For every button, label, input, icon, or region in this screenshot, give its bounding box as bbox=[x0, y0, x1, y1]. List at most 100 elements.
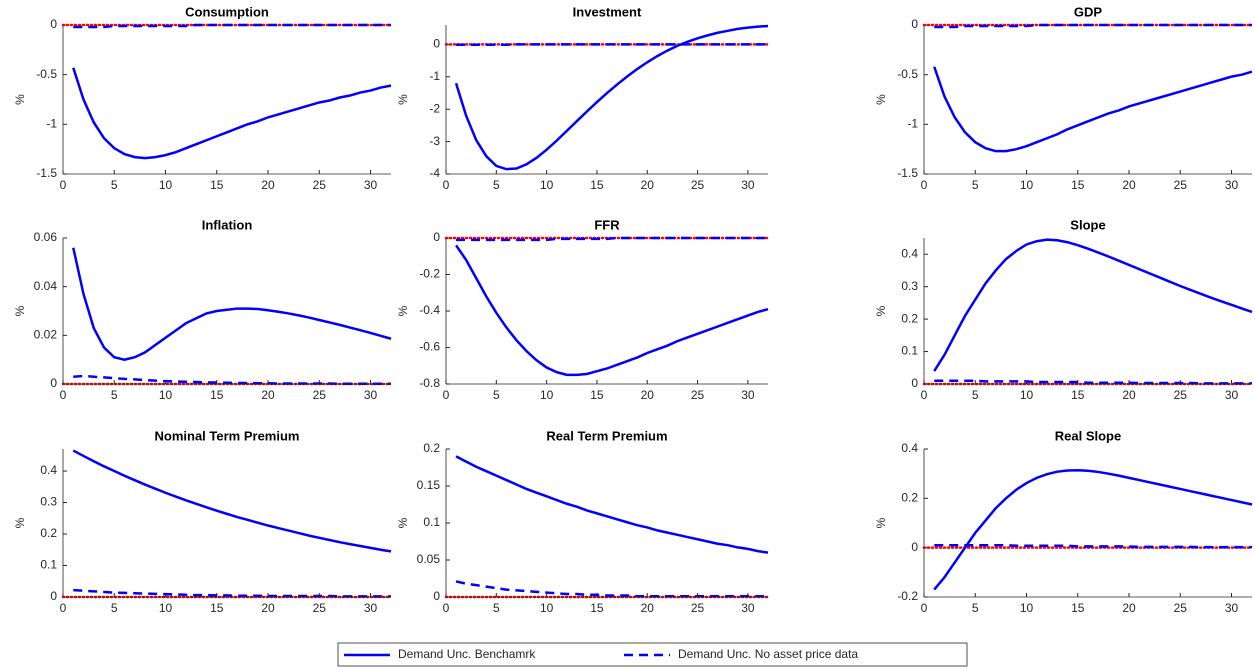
y-tick-label: 0 bbox=[50, 17, 57, 31]
y-tick-label: 0 bbox=[50, 589, 57, 603]
legend-label: Demand Unc. No asset price data bbox=[678, 647, 858, 661]
x-tick-label: 0 bbox=[443, 388, 450, 402]
x-tick-label: 30 bbox=[1225, 178, 1239, 192]
subplot: Nominal Term Premium% 0 0.1 0.2 0.3 0.4 0 5 10 15… bbox=[13, 428, 393, 615]
x-tick-label: 30 bbox=[741, 388, 755, 402]
series-line bbox=[72, 449, 392, 553]
y-axis-label: % bbox=[874, 94, 888, 105]
y-tick-label: -0.8 bbox=[419, 376, 440, 390]
x-tick-label: 25 bbox=[1174, 388, 1188, 402]
y-axis-label: % bbox=[396, 94, 410, 105]
x-tick-label: 20 bbox=[641, 178, 655, 192]
x-tick-label: 25 bbox=[1174, 601, 1188, 615]
x-tick-label: 0 bbox=[60, 388, 67, 402]
y-tick-label: -0.5 bbox=[897, 67, 918, 81]
x-tick-label: 20 bbox=[1122, 601, 1136, 615]
x-tick-label: 10 bbox=[1020, 388, 1034, 402]
legend: Demand Unc. Benchamrk Demand Unc. No ass… bbox=[337, 642, 968, 667]
y-tick-label: -0.4 bbox=[419, 303, 440, 317]
x-tick-label: 0 bbox=[60, 601, 67, 615]
y-tick-label: -3 bbox=[429, 134, 440, 148]
subplot-title: Inflation bbox=[202, 217, 253, 232]
y-tick-label: 0.3 bbox=[901, 279, 918, 293]
series-line bbox=[934, 543, 1252, 549]
x-tick-label: 10 bbox=[1020, 178, 1034, 192]
subplot-title: FFR bbox=[594, 217, 620, 232]
subplot-title: Real Term Premium bbox=[546, 428, 667, 443]
x-tick-label: 5 bbox=[111, 178, 118, 192]
x-tick-label: 0 bbox=[921, 388, 928, 402]
x-tick-label: 0 bbox=[443, 601, 450, 615]
subplot: FFR% -0.8 -0.6 -0.4 -0.2 0 0 5 10 15 20 25 30 bbox=[396, 217, 770, 402]
x-tick-label: 25 bbox=[691, 601, 705, 615]
x-tick-label: 25 bbox=[691, 178, 705, 192]
y-tick-label: 0 bbox=[433, 37, 440, 51]
y-axis-label: % bbox=[396, 517, 410, 528]
series-line bbox=[455, 580, 768, 598]
x-tick-label: 25 bbox=[313, 388, 327, 402]
y-tick-label: 0 bbox=[911, 376, 918, 390]
x-tick-label: 5 bbox=[972, 601, 979, 615]
y-tick-label: 0.04 bbox=[34, 279, 58, 293]
y-tick-label: -2 bbox=[429, 101, 440, 115]
y-tick-label: -1 bbox=[429, 69, 440, 83]
legend-box bbox=[337, 642, 968, 667]
x-tick-label: 0 bbox=[60, 178, 67, 192]
subplot: Real Term Premium% 0 0.05 0.1 0.15 0.2 0 5 10 15 2… bbox=[396, 428, 770, 615]
x-tick-label: 20 bbox=[261, 178, 275, 192]
x-tick-label: 30 bbox=[364, 178, 378, 192]
y-axis-label: % bbox=[874, 517, 888, 528]
subplot-title: GDP bbox=[1074, 4, 1103, 19]
y-tick-label: 0 bbox=[50, 376, 57, 390]
x-tick-label: 10 bbox=[540, 601, 554, 615]
y-tick-label: -0.2 bbox=[897, 589, 918, 603]
x-tick-label: 25 bbox=[691, 388, 705, 402]
y-tick-label: 0.2 bbox=[423, 441, 440, 455]
x-tick-label: 30 bbox=[1225, 601, 1239, 615]
y-tick-label: -0.6 bbox=[419, 340, 440, 354]
y-tick-label: 0 bbox=[911, 17, 918, 31]
y-tick-label: 0.1 bbox=[901, 344, 918, 358]
x-tick-label: 20 bbox=[641, 601, 655, 615]
subplot: GDP% -1.5 -1 -0.5 0 0 5 10 15 20 25 30 bbox=[874, 4, 1254, 192]
x-tick-label: 25 bbox=[313, 178, 327, 192]
x-tick-label: 15 bbox=[1071, 388, 1085, 402]
y-tick-label: -1.5 bbox=[36, 166, 57, 180]
x-tick-label: 30 bbox=[741, 178, 755, 192]
x-tick-label: 20 bbox=[1122, 178, 1136, 192]
x-tick-label: 30 bbox=[741, 601, 755, 615]
x-tick-label: 20 bbox=[261, 601, 275, 615]
x-tick-label: 15 bbox=[590, 178, 604, 192]
y-tick-label: -1 bbox=[907, 117, 918, 131]
y-tick-label: 0.02 bbox=[34, 328, 58, 342]
series-line bbox=[933, 66, 1253, 153]
subplot-title: Real Slope bbox=[1055, 428, 1121, 443]
x-tick-label: 15 bbox=[1071, 601, 1085, 615]
y-tick-label: 0 bbox=[911, 540, 918, 554]
y-tick-label: 0.4 bbox=[901, 246, 918, 260]
x-tick-label: 5 bbox=[111, 601, 118, 615]
series-line bbox=[933, 238, 1253, 372]
x-tick-label: 5 bbox=[972, 388, 979, 402]
series-line bbox=[934, 379, 1252, 385]
series-line bbox=[456, 236, 768, 242]
series-line bbox=[72, 247, 392, 361]
x-tick-label: 15 bbox=[210, 388, 224, 402]
x-tick-label: 15 bbox=[590, 388, 604, 402]
subplot: Real Slope%-0.200.20.40 5 10 15 20 25 30 bbox=[874, 428, 1254, 615]
y-axis-label: % bbox=[13, 305, 27, 316]
y-tick-label: 0.2 bbox=[901, 491, 918, 505]
y-axis-label: % bbox=[396, 305, 410, 316]
y-tick-label: 0.2 bbox=[901, 311, 918, 325]
y-tick-label: -0.5 bbox=[36, 67, 57, 81]
x-tick-label: 5 bbox=[972, 178, 979, 192]
x-tick-label: 10 bbox=[1020, 601, 1034, 615]
y-axis-label: % bbox=[13, 517, 27, 528]
y-tick-label: 0.05 bbox=[417, 552, 441, 566]
series-line bbox=[73, 374, 391, 386]
y-axis-label: % bbox=[13, 94, 27, 105]
subplot-title: Nominal Term Premium bbox=[155, 428, 300, 443]
series-line bbox=[934, 23, 1252, 29]
y-tick-label: 0.2 bbox=[40, 526, 57, 540]
